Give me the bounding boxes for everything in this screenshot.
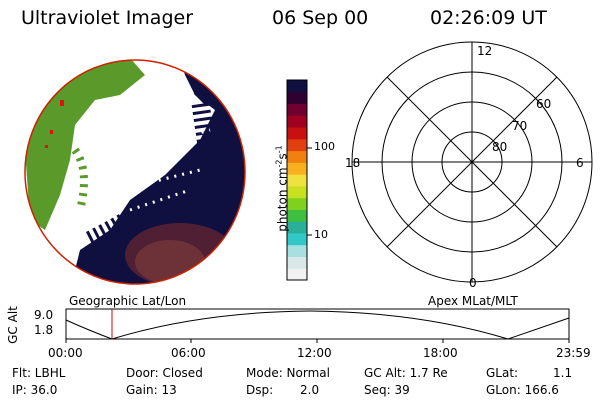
colorbar-segment bbox=[287, 185, 307, 199]
info-glat-value: 1.1 bbox=[553, 366, 573, 380]
info-gc-alt: GC Alt: 1.7 Re bbox=[364, 366, 448, 380]
altitude-xtick-4: 23:59 bbox=[556, 346, 591, 360]
altitude-ylabel: GC Alt bbox=[6, 306, 20, 344]
apex-coord-label: Apex MLat/MLT bbox=[428, 294, 518, 308]
colorbar-segment bbox=[287, 127, 307, 140]
info-filter: Flt: LBHL bbox=[12, 366, 66, 380]
altitude-ytick-top: 9.0 bbox=[34, 308, 54, 322]
colorbar bbox=[287, 80, 307, 281]
colorbar-segment bbox=[287, 209, 307, 222]
info-seq: Seq: 39 bbox=[364, 383, 410, 397]
altitude-curve bbox=[65, 310, 570, 340]
altitude-xticks bbox=[65, 339, 570, 343]
altitude-xtick-1: 06:00 bbox=[171, 346, 206, 360]
altitude-xtick-3: 18:00 bbox=[423, 346, 458, 360]
info-glon: GLon: 166.6 bbox=[486, 383, 559, 397]
instrument-title: Ultraviolet Imager bbox=[21, 7, 194, 29]
colorbar-segment bbox=[287, 268, 307, 281]
colorbar-segment bbox=[287, 162, 307, 175]
uv-image-disk bbox=[25, 60, 245, 284]
geo-coord-label: Geographic Lat/Lon bbox=[69, 294, 187, 308]
altitude-xtick-2: 12:00 bbox=[297, 346, 332, 360]
colorbar-segment bbox=[287, 197, 307, 210]
info-dsp-value: 2.0 bbox=[300, 383, 320, 397]
colorbar-segment bbox=[287, 115, 307, 128]
lat-label-80: 80 bbox=[492, 140, 508, 154]
colorbar-segment bbox=[287, 244, 307, 257]
colorbar-frame bbox=[286, 79, 308, 281]
polar-grid bbox=[351, 41, 593, 283]
mlt-label-0: 0 bbox=[469, 276, 477, 290]
mlt-label-6: 6 bbox=[576, 156, 584, 170]
colorbar-unit-label: photon cm-2s-1 bbox=[274, 145, 290, 232]
colorbar-segment bbox=[287, 221, 307, 234]
colorbar-tick-label-100: 100 bbox=[314, 140, 335, 153]
info-gain: Gain: 13 bbox=[126, 383, 177, 397]
colorbar-segment bbox=[287, 174, 307, 187]
info-dsp-label: Dsp: bbox=[246, 383, 274, 397]
altitude-ytick-bottom: 1.8 bbox=[34, 323, 54, 337]
info-mode: Mode: Normal bbox=[246, 366, 330, 380]
lat-label-70: 70 bbox=[512, 119, 528, 133]
disk-limb bbox=[24, 59, 246, 285]
time-label: 02:26:09 UT bbox=[430, 7, 547, 29]
colorbar-tick-label-10: 10 bbox=[314, 228, 328, 241]
info-door: Door: Closed bbox=[126, 366, 203, 380]
colorbar-segment bbox=[287, 91, 307, 105]
info-ip: IP: 36.0 bbox=[12, 383, 58, 397]
info-glat-label: GLat: bbox=[486, 366, 519, 380]
mlt-label-18: 18 bbox=[345, 156, 361, 170]
colorbar-segment bbox=[287, 150, 307, 163]
colorbar-segment bbox=[287, 232, 307, 246]
colorbar-segment bbox=[287, 138, 307, 152]
mlt-label-12: 12 bbox=[477, 44, 493, 58]
colorbar-segment bbox=[287, 103, 307, 116]
date-label: 06 Sep 00 bbox=[272, 7, 369, 29]
lat-label-60: 60 bbox=[536, 97, 552, 111]
colorbar-segment bbox=[287, 256, 307, 269]
colorbar-segment bbox=[287, 80, 307, 93]
altitude-xtick-0: 00:00 bbox=[48, 346, 83, 360]
